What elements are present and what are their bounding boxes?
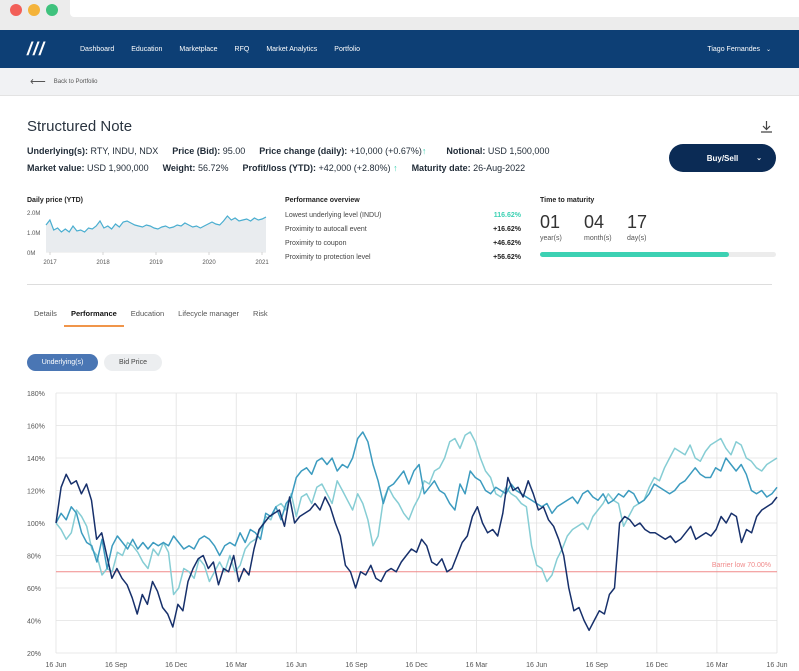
- maturity-date-field: Maturity date: 26-Aug-2022: [411, 163, 526, 173]
- daily-price-chart: 2.0M 1.0M 0M 2017 2018 2019 2020 2021: [27, 211, 269, 266]
- user-menu[interactable]: Tiago Fernandes ⌄: [707, 46, 771, 53]
- performance-chart: 180% 160% 140% 120% 100% 80% 60% 40% 20% 16 Jun 1…: [27, 391, 788, 669]
- bid-price-toggle[interactable]: Bid Price: [104, 354, 162, 371]
- barrier-label: Barrier low 70.00%: [712, 562, 771, 569]
- mini-y-tick: 1.0M: [27, 231, 40, 237]
- brand-logo[interactable]: ///: [27, 38, 46, 59]
- perf-row-coupon: Proximity to coupon +46.62%: [285, 240, 521, 247]
- page-title: Structured Note: [27, 118, 133, 135]
- months-value: 04: [584, 212, 605, 232]
- perf-row-protection: Proximity to protection level +56.62%: [285, 254, 521, 261]
- mini-x-tick: 2017: [43, 260, 57, 266]
- tab-details[interactable]: Details: [34, 309, 57, 318]
- underlyings-toggle[interactable]: Underlying(s): [27, 354, 98, 371]
- daily-price-title: Daily price (YTD): [27, 197, 84, 204]
- download-icon[interactable]: [760, 120, 773, 136]
- maximize-window-icon[interactable]: [46, 4, 58, 16]
- perf-row-autocall: Proximity to autocall event +16.62%: [285, 226, 521, 233]
- address-bar[interactable]: [70, 0, 799, 17]
- mini-x-tick: 2019: [149, 260, 163, 266]
- mini-x-tick: 2020: [202, 260, 216, 266]
- close-window-icon[interactable]: [10, 4, 22, 16]
- mini-y-tick: 2.0M: [27, 211, 40, 217]
- mini-y-tick: 0M: [27, 251, 35, 257]
- notional-field: Notional: USD 1,500,000: [446, 146, 550, 156]
- x-tick-label: 16 Mar: [225, 662, 247, 669]
- summary-row-1: Underlying(s): RTY, INDU, NDX Price (Bid…: [27, 146, 563, 156]
- x-tick-label: 16 Jun: [45, 662, 66, 669]
- y-tick-label: 60%: [27, 586, 41, 593]
- nav-item-portfolio[interactable]: Portfolio: [334, 45, 360, 53]
- y-tick-label: 40%: [27, 619, 41, 626]
- y-tick-label: 80%: [27, 554, 41, 561]
- tab-performance[interactable]: Performance: [63, 306, 124, 327]
- buy-sell-label: Buy/Sell: [706, 153, 739, 163]
- user-name: Tiago Fernandes: [707, 45, 761, 53]
- chevron-down-icon: ⌄: [756, 155, 762, 162]
- x-tick-label: 16 Jun: [526, 662, 547, 669]
- x-tick-label: 16 Sep: [586, 662, 608, 669]
- x-tick-label: 16 Dec: [405, 662, 428, 669]
- years-value: 01: [540, 212, 561, 232]
- summary-row-2: Market value: USD 1,900,000 Weight: 56.7…: [27, 163, 539, 173]
- nav-item-dashboard[interactable]: Dashboard: [80, 45, 115, 53]
- back-link[interactable]: ⟵ Back to Portfolio: [0, 68, 799, 96]
- maturity-progress-bar: [540, 252, 776, 257]
- perf-row-lowest-level: Lowest underlying level (INDU) 116.62%: [285, 212, 521, 219]
- series-line-3: [55, 431, 778, 596]
- x-tick-label: 16 Dec: [646, 662, 669, 669]
- nav-item-marketplace[interactable]: Marketplace: [179, 45, 218, 53]
- x-tick-label: 16 Sep: [105, 662, 127, 669]
- y-tick-label: 100%: [27, 521, 45, 528]
- arrow-up-icon: ↑: [421, 146, 427, 156]
- mini-x-tick: 2018: [96, 260, 110, 266]
- time-to-maturity-title: Time to maturity: [540, 197, 595, 204]
- y-tick-label: 140%: [27, 456, 45, 463]
- nav-item-education[interactable]: Education: [131, 45, 163, 53]
- buy-sell-button[interactable]: Buy/Sell ⌄: [669, 144, 776, 172]
- y-tick-label: 180%: [27, 391, 45, 398]
- price-bid-field: Price (Bid): 95.00: [172, 146, 246, 156]
- back-link-label: Back to Portfolio: [53, 78, 98, 85]
- x-tick-label: 16 Mar: [466, 662, 488, 669]
- price-change-field: Price change (daily): +10,000 (+0.67%)↑: [259, 146, 427, 156]
- y-tick-label: 20%: [27, 651, 41, 658]
- divider: [27, 284, 772, 285]
- tab-lifecycle-manager[interactable]: Lifecycle manager: [178, 309, 240, 318]
- tab-bar: Details Performance Education Lifecycle …: [27, 306, 275, 327]
- profit-loss-field: Profit/loss (YTD): +42,000 (+2.80%) ↑: [242, 163, 398, 173]
- tab-risk[interactable]: Risk: [253, 309, 268, 318]
- minimize-window-icon[interactable]: [28, 4, 40, 16]
- performance-overview-title: Performance overview: [285, 197, 360, 204]
- market-value-field: Market value: USD 1,900,000: [27, 163, 149, 173]
- series-line-1: [55, 473, 778, 632]
- mini-area: [46, 216, 266, 252]
- chevron-down-icon: ⌄: [765, 46, 771, 53]
- maturity-progress-fill: [540, 252, 729, 257]
- underlyings-field: Underlying(s): RTY, INDU, NDX: [27, 146, 159, 156]
- x-tick-label: 16 Sep: [345, 662, 367, 669]
- days-value: 17: [627, 212, 648, 232]
- x-tick-label: 16 Mar: [706, 662, 728, 669]
- days-label: day(s): [627, 235, 647, 242]
- weight-field: Weight: 56.72%: [162, 163, 229, 173]
- x-tick-label: 16 Jun: [286, 662, 307, 669]
- y-tick-label: 120%: [27, 489, 45, 496]
- months-label: month(s): [584, 235, 612, 242]
- tab-education[interactable]: Education: [130, 309, 165, 318]
- nav-item-market-analytics[interactable]: Market Analytics: [266, 45, 318, 53]
- arrow-up-icon: ↑: [393, 163, 398, 173]
- x-tick-label: 16 Dec: [165, 662, 188, 669]
- arrow-left-icon: ⟵: [30, 76, 46, 88]
- series-line-2: [55, 431, 778, 570]
- mini-series-line: [45, 215, 267, 233]
- nav-item-rfq[interactable]: RFQ: [234, 45, 250, 53]
- top-nav: /// Dashboard Education Marketplace RFQ …: [0, 30, 799, 68]
- y-tick-label: 160%: [27, 424, 45, 431]
- window-chrome: [0, 0, 799, 30]
- x-tick-label: 16 Jun: [766, 662, 787, 669]
- mini-x-tick: 2021: [255, 260, 269, 266]
- years-label: year(s): [540, 235, 562, 242]
